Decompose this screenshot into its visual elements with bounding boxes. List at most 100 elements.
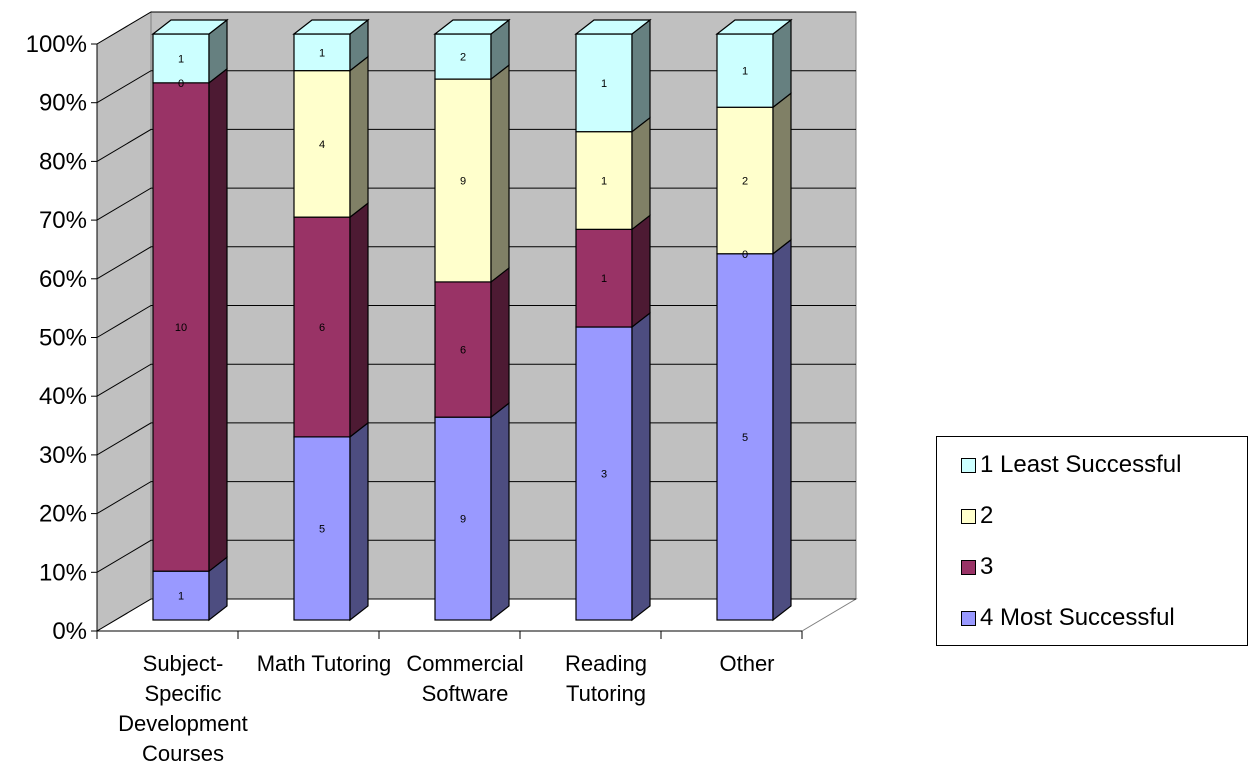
x-axis-category-labels: Subject-Specific Development Courses Math T…	[118, 651, 774, 766]
bar-top	[574, 19, 652, 35]
legend-label: 4 Most Successful	[980, 604, 1175, 631]
gridline	[96, 11, 856, 45]
bars	[151, 18, 793, 622]
legend: 1 Least Successful 2 3 4 Most Successful	[936, 436, 1248, 646]
legend-swatch	[961, 457, 976, 473]
bar-front	[434, 33, 492, 80]
x-category-label: Reading Tutoring	[565, 651, 647, 706]
bar-segment	[575, 311, 651, 622]
bar-front	[434, 78, 492, 283]
bar-side	[631, 116, 651, 231]
data-label: 1	[742, 66, 748, 78]
y-axis-tick-labels: 0% 10% 20% 30% 40% 50% 60% 70% 80% 90% 100%	[26, 31, 87, 645]
legend-item-3: 3	[961, 553, 993, 581]
bar-top	[433, 19, 511, 35]
bar-segment	[293, 201, 369, 439]
data-label: 1	[178, 591, 184, 603]
legend-label: 3	[980, 553, 994, 580]
bar-side	[490, 266, 510, 419]
data-label: 1	[601, 176, 607, 188]
bar-segment	[716, 92, 792, 255]
y-tick-label: 30%	[39, 442, 87, 469]
data-label: 6	[319, 322, 325, 334]
legend-swatch	[961, 559, 976, 575]
bar-side	[208, 67, 228, 573]
bar-segment	[152, 67, 228, 573]
bar-front	[293, 436, 351, 621]
bar-segment	[152, 555, 228, 622]
legend-label: 2	[980, 502, 994, 529]
bar-front	[293, 70, 351, 218]
y-tick-label: 20%	[39, 501, 87, 528]
bar-side	[631, 214, 651, 329]
bar-segment	[574, 18, 652, 133]
bar-segment	[293, 55, 369, 219]
bar-top	[292, 19, 370, 35]
bar-front	[716, 33, 774, 108]
y-tick-label: 60%	[39, 266, 87, 293]
axes	[91, 43, 803, 639]
bar-side	[349, 55, 369, 219]
bar-side	[490, 401, 510, 622]
bar-segment	[434, 63, 510, 284]
data-label: 5	[319, 523, 325, 535]
bar-front	[575, 326, 633, 621]
bar-side	[631, 18, 651, 133]
data-label: 3	[601, 469, 607, 481]
bar-segment	[575, 214, 651, 329]
bar-front	[152, 570, 210, 621]
bar-front	[434, 281, 492, 418]
y-tick-label: 80%	[39, 148, 87, 175]
data-labels: 1 10 0 1 5 6 4 1 9 6 9 2 3 1 1 1 5 0 2 1	[175, 47, 748, 602]
bar-front	[152, 33, 210, 84]
bar-side	[349, 421, 369, 622]
data-label: 9	[460, 176, 466, 188]
data-label: 9	[460, 514, 466, 526]
x-category-label: Other	[719, 651, 774, 676]
bar-top	[151, 19, 229, 35]
bar-side	[772, 18, 792, 109]
bar-front	[575, 228, 633, 328]
data-label: 4	[319, 139, 325, 151]
data-label: 1	[178, 53, 184, 65]
y-tick-label: 70%	[39, 207, 87, 234]
data-label: 0	[742, 249, 748, 261]
x-category-label: Math Tutoring	[257, 651, 392, 676]
bar-segment	[293, 421, 369, 622]
bar-segment	[716, 238, 792, 622]
bar-segment	[575, 116, 651, 231]
x-category-label: Subject-Specific Development Courses	[118, 651, 248, 766]
legend-item-1-least-successful: 1 Least Successful	[961, 451, 1181, 479]
bar-front	[434, 416, 492, 621]
y-tick-label: 0%	[52, 618, 87, 645]
bar-side	[490, 63, 510, 284]
bar-segment	[434, 266, 510, 419]
data-label: 0	[178, 78, 184, 90]
data-label: 6	[460, 345, 466, 357]
data-label: 2	[460, 52, 466, 64]
data-label: 10	[175, 322, 187, 334]
bar-side	[772, 238, 792, 622]
legend-label: 1 Least Successful	[980, 451, 1182, 478]
legend-swatch	[961, 508, 976, 524]
y-tick-label: 90%	[39, 90, 87, 117]
legend-item-2: 2	[961, 502, 993, 530]
bar-segment	[434, 401, 510, 622]
bar-top	[715, 19, 793, 35]
data-label: 1	[319, 47, 325, 59]
bar-segment	[715, 18, 793, 109]
data-label: 2	[742, 176, 748, 188]
data-label: 1	[601, 273, 607, 285]
bar-side	[772, 92, 792, 255]
y-tick-label: 100%	[26, 31, 87, 58]
data-label: 5	[742, 432, 748, 444]
bar-segment	[292, 18, 370, 72]
x-category-label: Commercial Software	[406, 651, 523, 706]
bar-side	[631, 311, 651, 622]
bar-side	[349, 201, 369, 439]
legend-swatch	[961, 610, 976, 626]
legend-item-4-most-successful: 4 Most Successful	[961, 604, 1175, 632]
y-tick-label: 40%	[39, 383, 87, 410]
bar-segment	[433, 18, 511, 81]
